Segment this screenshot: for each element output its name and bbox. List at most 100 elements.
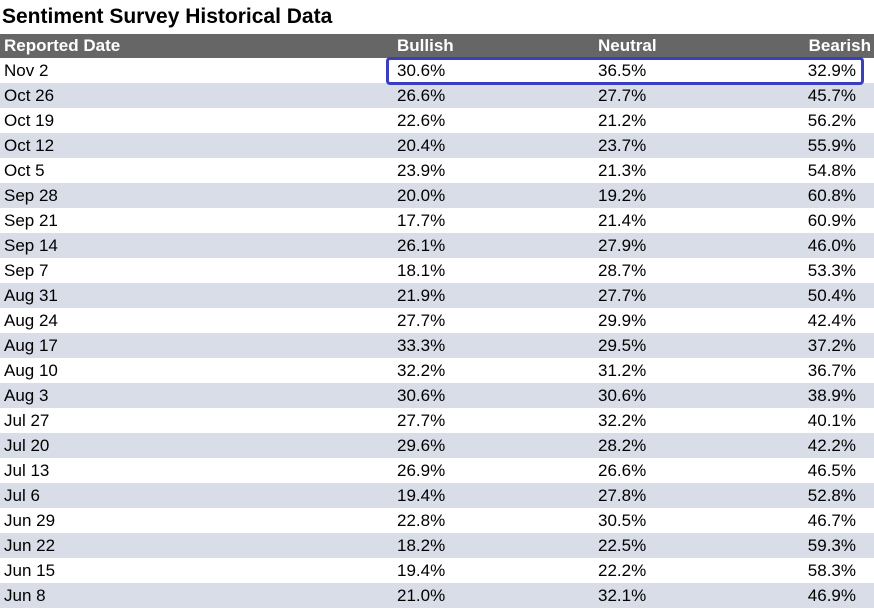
cell-neutral: 28.7% (598, 261, 647, 280)
cell-bullish: 22.8% (397, 511, 446, 530)
cell-bearish: 53.3% (807, 261, 856, 280)
column-header-reported-date: Reported Date (4, 36, 121, 55)
table-row: Aug 17 33.3% 29.5% 37.2% (0, 333, 874, 358)
table-row: Sep 28 20.0% 19.2% 60.8% (0, 183, 874, 208)
cell-reported-date: Jun 22 (4, 536, 56, 555)
cell-reported-date: Aug 24 (4, 311, 58, 330)
cell-bearish: 38.9% (807, 386, 856, 405)
cell-reported-date: Sep 14 (4, 236, 58, 255)
cell-bearish: 32.9% (807, 61, 856, 80)
cell-neutral: 29.5% (598, 336, 647, 355)
cell-bullish: 30.6% (397, 386, 446, 405)
cell-reported-date: Sep 7 (4, 261, 49, 280)
table-row: Jul 20 29.6% 28.2% 42.2% (0, 433, 874, 458)
cell-bearish: 42.4% (807, 311, 856, 330)
cell-reported-date: Sep 28 (4, 186, 58, 205)
table-row: Sep 14 26.1% 27.9% 46.0% (0, 233, 874, 258)
cell-bearish: 54.8% (807, 161, 856, 180)
cell-neutral: 29.9% (598, 311, 647, 330)
page-title: Sentiment Survey Historical Data (2, 5, 333, 28)
cell-bullish: 27.7% (397, 411, 446, 430)
cell-neutral: 21.2% (598, 111, 647, 130)
table-row: Jun 22 18.2% 22.5% 59.3% (0, 533, 874, 558)
cell-reported-date: Jul 6 (4, 486, 40, 505)
table-row: Oct 5 23.9% 21.3% 54.8% (0, 158, 874, 183)
cell-bearish: 46.0% (807, 236, 856, 255)
cell-bearish: 59.3% (807, 536, 856, 555)
cell-neutral: 22.5% (598, 536, 647, 555)
cell-neutral: 26.6% (598, 461, 647, 480)
cell-bearish: 60.8% (807, 186, 856, 205)
cell-reported-date: Jun 15 (4, 561, 56, 580)
cell-bullish: 26.1% (397, 236, 446, 255)
column-header-bullish: Bullish (397, 36, 454, 55)
cell-bearish: 60.9% (807, 211, 856, 230)
cell-bullish: 21.9% (397, 286, 446, 305)
table-row: Jul 27 27.7% 32.2% 40.1% (0, 408, 874, 433)
cell-neutral: 32.2% (598, 411, 647, 430)
cell-reported-date: Jul 13 (4, 461, 50, 480)
cell-bearish: 40.1% (807, 411, 856, 430)
cell-bullish: 17.7% (397, 211, 446, 230)
cell-reported-date: Aug 17 (4, 336, 58, 355)
column-header-neutral: Neutral (598, 36, 657, 55)
column-header-bearish: Bearish (808, 36, 871, 55)
cell-bearish: 45.7% (807, 86, 856, 105)
sentiment-table: Reported Date Bullish Neutral Bearish No… (0, 34, 874, 608)
cell-neutral: 27.7% (598, 286, 647, 305)
table-row: Sep 21 17.7% 21.4% 60.9% (0, 208, 874, 233)
cell-neutral: 27.9% (598, 236, 647, 255)
cell-reported-date: Jul 27 (4, 411, 50, 430)
cell-neutral: 21.4% (598, 211, 647, 230)
table-row: Aug 24 27.7% 29.9% 42.4% (0, 308, 874, 333)
cell-bullish: 27.7% (397, 311, 446, 330)
cell-reported-date: Oct 12 (4, 136, 55, 155)
table-row: Jul 6 19.4% 27.8% 52.8% (0, 483, 874, 508)
cell-bullish: 26.9% (397, 461, 446, 480)
cell-reported-date: Oct 26 (4, 86, 55, 105)
cell-bullish: 21.0% (397, 586, 446, 605)
cell-reported-date: Oct 19 (4, 111, 55, 130)
cell-reported-date: Jun 29 (4, 511, 56, 530)
cell-bullish: 22.6% (397, 111, 446, 130)
cell-bullish: 19.4% (397, 561, 446, 580)
cell-reported-date: Oct 5 (4, 161, 45, 180)
cell-bullish: 20.0% (397, 186, 446, 205)
table-row: Oct 12 20.4% 23.7% 55.9% (0, 133, 874, 158)
cell-bullish: 23.9% (397, 161, 446, 180)
cell-bullish: 18.1% (397, 261, 446, 280)
table-row: Nov 2 30.6% 36.5% 32.9% (0, 58, 874, 83)
cell-neutral: 27.8% (598, 486, 647, 505)
cell-bearish: 37.2% (807, 336, 856, 355)
cell-bullish: 32.2% (397, 361, 446, 380)
cell-neutral: 30.6% (598, 386, 647, 405)
table-row: Jun 29 22.8% 30.5% 46.7% (0, 508, 874, 533)
table-row: Jul 13 26.9% 26.6% 46.5% (0, 458, 874, 483)
cell-reported-date: Jul 20 (4, 436, 50, 455)
cell-neutral: 21.3% (598, 161, 647, 180)
cell-neutral: 31.2% (598, 361, 647, 380)
cell-neutral: 27.7% (598, 86, 647, 105)
cell-bearish: 52.8% (807, 486, 856, 505)
cell-reported-date: Nov 2 (4, 61, 49, 80)
table-body: Nov 2 30.6% 36.5% 32.9% Oct 26 26.6% 27.7% 45.7… (0, 58, 874, 608)
table-row: Jun 8 21.0% 32.1% 46.9% (0, 583, 874, 608)
table-row: Aug 3 30.6% 30.6% 38.9% (0, 383, 874, 408)
cell-reported-date: Aug 31 (4, 286, 58, 305)
cell-reported-date: Sep 21 (4, 211, 58, 230)
cell-bearish: 42.2% (807, 436, 856, 455)
cell-bullish: 29.6% (397, 436, 446, 455)
cell-bullish: 30.6% (397, 61, 446, 80)
cell-neutral: 32.1% (598, 586, 647, 605)
cell-neutral: 19.2% (598, 186, 647, 205)
cell-bearish: 46.7% (807, 511, 856, 530)
table-row: Oct 26 26.6% 27.7% 45.7% (0, 83, 874, 108)
table-row: Aug 10 32.2% 31.2% 36.7% (0, 358, 874, 383)
cell-bearish: 46.9% (807, 586, 856, 605)
cell-bullish: 33.3% (397, 336, 446, 355)
cell-bullish: 20.4% (397, 136, 446, 155)
cell-neutral: 23.7% (598, 136, 647, 155)
cell-reported-date: Aug 10 (4, 361, 58, 380)
cell-bearish: 46.5% (807, 461, 856, 480)
table-row: Jun 15 19.4% 22.2% 58.3% (0, 558, 874, 583)
